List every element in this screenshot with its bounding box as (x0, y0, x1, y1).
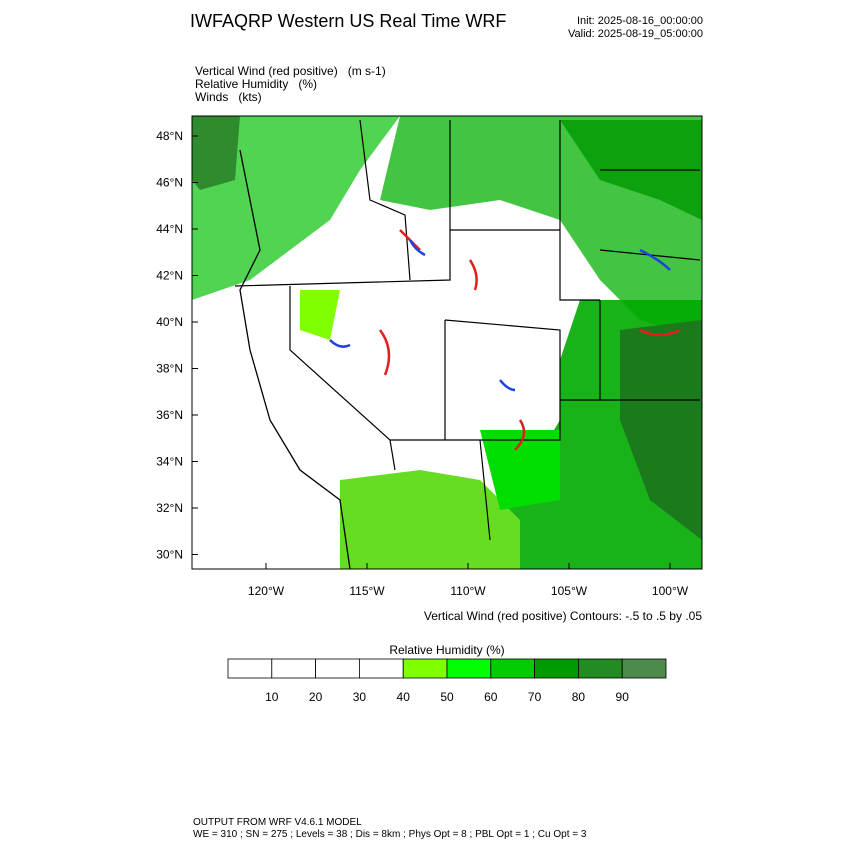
lon-label: 120°W (248, 584, 285, 598)
field-label: Winds (kts) (195, 90, 262, 104)
colorbar-label: 70 (528, 690, 542, 704)
colorbar: 10 20 30 40 50 60 70 80 90 (227, 658, 667, 704)
field-list: Vertical Wind (red positive) (m s-1)Rela… (195, 64, 386, 104)
colorbar-box (271, 658, 316, 679)
lat-label: 30°N (156, 548, 183, 562)
colorbar-label: 80 (572, 690, 586, 704)
map-axes: 48°N 46°N 44°N 42°N 40°N 38°N 36°N 34°N 32°N 30°N… (156, 129, 689, 598)
field-label: Vertical Wind (red positive) (m s-1) (195, 64, 386, 78)
colorbar-title: Relative Humidity (%) (389, 643, 504, 657)
lat-label: 32°N (156, 501, 183, 515)
colorbar-label: 40 (397, 690, 411, 704)
colorbar-box (227, 658, 273, 679)
colorbar-box (578, 658, 623, 679)
colorbar-box (490, 658, 535, 679)
colorbar-label: 50 (440, 690, 454, 704)
lat-label: 42°N (156, 269, 183, 283)
lat-label: 48°N (156, 129, 183, 143)
lon-label: 100°W (652, 584, 689, 598)
colorbar-box (621, 658, 667, 679)
title: IWFAQRP Western US Real Time WRF (190, 11, 506, 31)
valid-time: Valid: 2025-08-19_05:00:00 (568, 28, 703, 40)
colorbar-label: 60 (484, 690, 498, 704)
lon-label: 115°W (349, 584, 385, 598)
colorbar-label: 10 (265, 690, 279, 704)
lon-label: 105°W (551, 584, 588, 598)
lat-label: 36°N (156, 408, 183, 422)
lat-label: 38°N (156, 362, 183, 376)
colorbar-label: 90 (616, 690, 630, 704)
colorbar-box (315, 658, 360, 679)
lat-label: 44°N (156, 222, 183, 236)
colorbar-box (358, 658, 404, 679)
lat-label: 40°N (156, 315, 183, 329)
colorbar-box (446, 658, 492, 679)
map: 48°N 46°N 44°N 42°N 40°N 38°N 36°N 34°N 32°N 30°N… (156, 115, 703, 598)
colorbar-box (402, 658, 448, 679)
colorbar-label: 20 (309, 690, 323, 704)
lon-label: 110°W (450, 584, 486, 598)
footer-line: OUTPUT FROM WRF V4.6.1 MODEL (193, 817, 362, 828)
colorbar-label: 30 (353, 690, 367, 704)
contour-note: Vertical Wind (red positive) Contours: -… (424, 609, 702, 623)
map-fill (192, 116, 702, 569)
init-time: Init: 2025-08-16_00:00:00 (577, 15, 703, 27)
footer-line: WE = 310 ; SN = 275 ; Levels = 38 ; Dis … (193, 829, 587, 840)
colorbar-box (534, 658, 579, 679)
lat-label: 46°N (156, 176, 183, 190)
field-label: Relative Humidity (%) (195, 77, 317, 91)
lat-label: 34°N (156, 455, 183, 469)
